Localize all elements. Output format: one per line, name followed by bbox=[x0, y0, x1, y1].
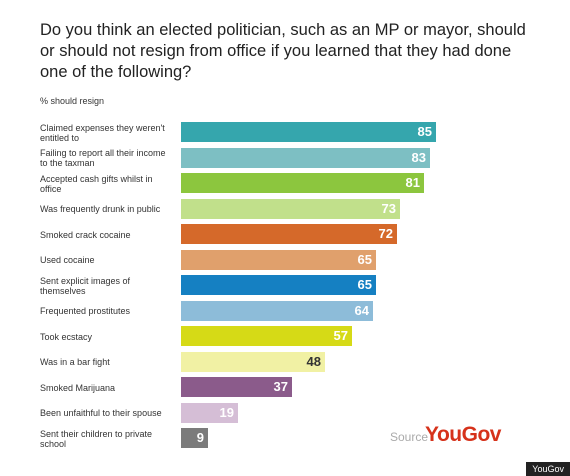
value-label: 19 bbox=[219, 404, 234, 420]
bar bbox=[181, 173, 424, 193]
bar bbox=[181, 351, 325, 372]
category-label: Failing to report all their income to th… bbox=[40, 148, 166, 168]
value-label: 65 bbox=[357, 277, 372, 292]
value-label: 72 bbox=[378, 226, 393, 241]
bar bbox=[181, 147, 430, 168]
chart-title: Do you think an elected politician, such… bbox=[40, 21, 526, 81]
source-brand: YouGov bbox=[425, 423, 501, 446]
category-label: Frequented prostitutes bbox=[40, 306, 131, 316]
category-label: Smoked crack cocaine bbox=[40, 229, 131, 240]
category-label: Sent their children to private school bbox=[40, 428, 153, 449]
value-label: 81 bbox=[405, 175, 420, 190]
category-label: Accepted cash gifts whilst in office bbox=[40, 173, 153, 194]
value-label: 37 bbox=[273, 379, 288, 394]
bar bbox=[181, 377, 292, 397]
value-label: 83 bbox=[411, 149, 426, 165]
bar bbox=[181, 122, 436, 142]
category-label: Smoked Marijuana bbox=[40, 382, 116, 393]
chart-subtitle: % should resign bbox=[40, 96, 105, 106]
category-label: Claimed expenses they weren't entitled t… bbox=[40, 122, 165, 143]
value-label: 48 bbox=[306, 353, 321, 369]
value-label: 57 bbox=[333, 328, 348, 343]
bar bbox=[181, 275, 376, 295]
value-label: 64 bbox=[354, 302, 369, 318]
value-label: 9 bbox=[196, 430, 204, 445]
value-label: 73 bbox=[381, 200, 396, 216]
category-label: Used cocaine bbox=[40, 255, 95, 265]
bar bbox=[181, 428, 208, 448]
category-label: Was frequently drunk in public bbox=[40, 204, 161, 214]
value-label: 85 bbox=[417, 124, 432, 139]
bar bbox=[181, 224, 397, 244]
bar bbox=[181, 249, 376, 270]
source-label: Source bbox=[390, 430, 429, 444]
category-label: Sent explicit images of themselves bbox=[40, 275, 131, 296]
category-label: Been unfaithful to their spouse bbox=[40, 408, 162, 418]
category-label: Took ecstacy bbox=[40, 331, 93, 342]
credit: YouGov bbox=[526, 462, 570, 476]
category-label: Was in a bar fight bbox=[40, 357, 110, 367]
bar bbox=[181, 198, 400, 219]
bar bbox=[181, 300, 373, 321]
value-label: 65 bbox=[357, 251, 372, 267]
bar bbox=[181, 402, 238, 423]
bar bbox=[181, 326, 352, 346]
